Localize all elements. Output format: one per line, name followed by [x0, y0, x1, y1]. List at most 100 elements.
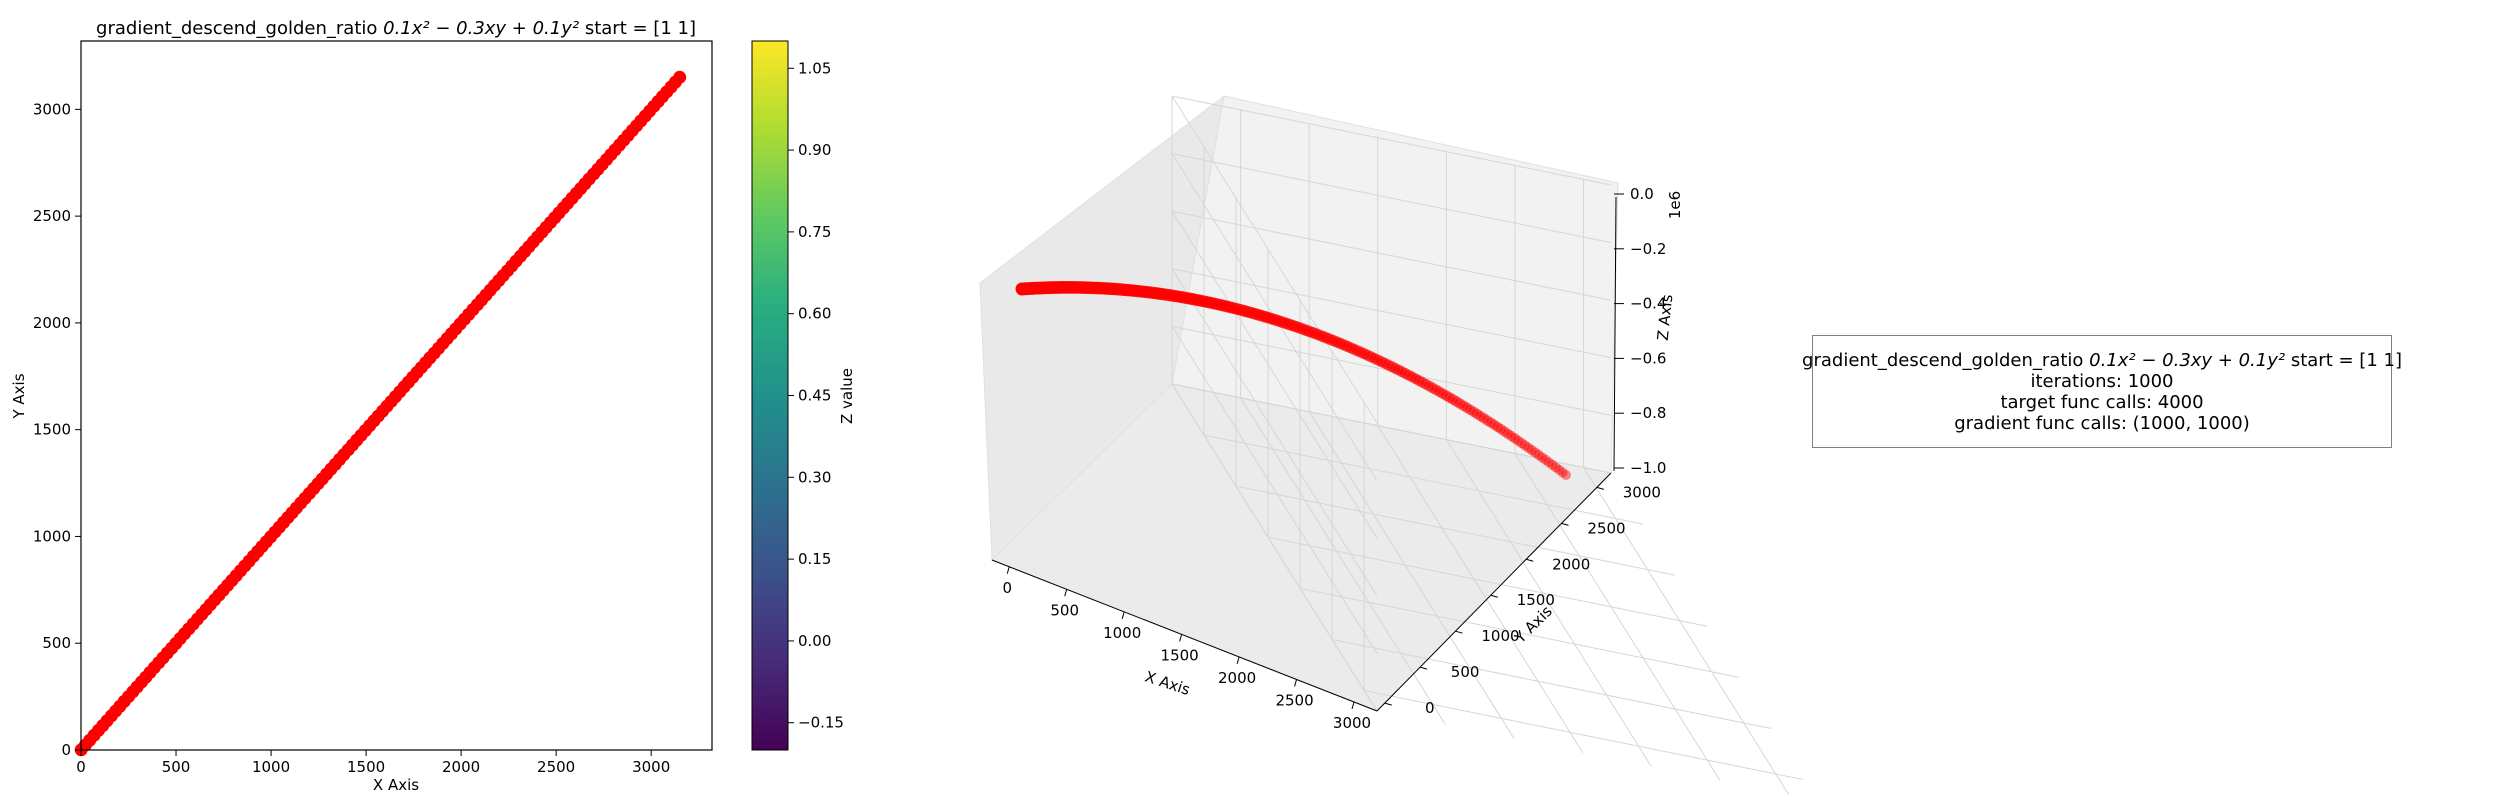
grid-line: [1364, 690, 1804, 781]
colorbar-ticks: −0.15 0.00 0.15 0.30 0.45 0.60 0.75 0.90 1.05: [788, 59, 844, 732]
x-tick-label: 2500: [1275, 691, 1313, 709]
chart-2d-y-label: Y Axis: [10, 373, 28, 419]
y-tick-label: 2000: [33, 314, 71, 332]
data-point-3d: [1516, 437, 1527, 449]
colorbar-label: Z value: [838, 368, 856, 424]
x-tick-mark: [1294, 679, 1298, 687]
grid-line: [1171, 210, 1378, 539]
grid-line: [1445, 439, 1652, 767]
grid-line: [1171, 153, 1612, 244]
y-axis-line: [1376, 472, 1612, 712]
data-point-3d: [1540, 454, 1551, 465]
grid-line: [1235, 485, 1676, 576]
y-tick-mark: [1561, 522, 1569, 526]
grid-line: [1583, 467, 1789, 795]
x-tick-mark: [1121, 611, 1125, 619]
grid-line: [1171, 383, 1378, 712]
y-tick-label: 1500: [33, 421, 71, 439]
x-tick-label: 1000: [1103, 624, 1141, 642]
x-tick-label: 1000: [252, 758, 290, 776]
grid-line: [1171, 95, 1378, 424]
colorbar-tick-label: 0.45: [798, 387, 831, 405]
data-point-3d: [1561, 470, 1571, 480]
info-box: gradient_descend_golden_ratio 0.1x² − 0.…: [1802, 335, 2402, 448]
chart-3d-x-ticks: 0 500 1000 1500 2000 2500 3000: [991, 559, 1378, 732]
x-tick-label: 2000: [1218, 669, 1256, 687]
y-tick-label: 500: [1451, 663, 1480, 681]
data-point: [673, 70, 687, 84]
grid-line: [1171, 268, 1378, 597]
x-tick-label: 3000: [632, 758, 670, 776]
chart-3d-grid: [1171, 95, 1804, 795]
grid-line: [1267, 536, 1708, 627]
chart-3d-x-label: X Axis: [1143, 668, 1193, 699]
info-title-start: start = [1 1]: [2290, 349, 2402, 371]
chart-2d-title-formula: 0.1x² − 0.3xy + 0.1y²: [383, 18, 579, 39]
data-point-3d: [1554, 464, 1565, 475]
data-point-3d: [1512, 435, 1524, 446]
y-tick-label: 0: [1425, 699, 1435, 717]
chart-2d-x-ticks: 0 500 1000 1500 2000 2500 3000: [76, 750, 670, 776]
x-tick-mark: [1236, 656, 1240, 665]
chart-2d-title: gradient_descend_golden_ratio 0.1x² − 0.…: [96, 18, 696, 39]
info-gradient-calls: gradient func calls: (1000, 1000): [1954, 412, 2250, 434]
x-axis-line: [991, 559, 1378, 712]
x-tick-mark: [1064, 589, 1068, 597]
chart-3d-points: [1015, 281, 1571, 480]
data-point-3d: [1509, 433, 1520, 444]
data-point-3d: [1536, 452, 1548, 463]
info-title-name: gradient_descend_golden_ratio: [1802, 349, 2084, 371]
y-tick-mark: [1455, 630, 1463, 634]
y-tick-label: 3000: [1623, 483, 1661, 501]
z-tick-label: −0.2: [1630, 240, 1666, 258]
info-target-calls: target func calls: 4000: [2000, 391, 2204, 413]
y-tick-mark: [1596, 486, 1604, 490]
x-tick-label: 500: [162, 758, 191, 776]
colorbar-tick-label: 0.15: [798, 550, 831, 568]
y-tick-label: 0: [61, 741, 71, 759]
y-tick-mark: [1384, 702, 1392, 706]
y-tick-label: 1500: [1517, 591, 1555, 609]
colorbar-tick-label: 1.05: [798, 59, 831, 77]
colorbar-tick-label: 0.75: [798, 223, 831, 241]
chart-3d-z-scale: 1e6: [1666, 191, 1684, 219]
y-tick-label: 500: [42, 634, 71, 652]
chart-2d-title-name: gradient_descend_golden_ratio: [96, 18, 377, 39]
chart-2d-x-label: X Axis: [373, 776, 419, 794]
grid-line: [1171, 326, 1378, 654]
x-tick-label: 0: [76, 758, 86, 776]
data-point-3d: [1533, 449, 1544, 461]
x-tick-label: 1500: [347, 758, 385, 776]
grid-line: [1171, 268, 1612, 359]
grid-line: [1171, 210, 1612, 301]
x-tick-label: 500: [1050, 601, 1079, 619]
data-point-3d: [1519, 440, 1531, 451]
z-tick-label: −0.8: [1630, 404, 1666, 422]
y-tick-label: 2000: [1552, 555, 1590, 573]
chart-2d: gradient_descend_golden_ratio 0.1x² − 0.…: [10, 18, 713, 794]
data-point-3d: [1543, 457, 1554, 468]
z-tick-label: 0.0: [1630, 185, 1654, 203]
grid-line: [1377, 425, 1584, 753]
z-tick-label: −1.0: [1630, 459, 1666, 477]
z-axis-line: [1613, 196, 1617, 472]
info-title-formula: 0.1x² − 0.3xy + 0.1y²: [2089, 349, 2286, 371]
data-point-3d: [1526, 445, 1537, 456]
x-tick-label: 1500: [1161, 646, 1199, 664]
y-tick-label: 1000: [33, 527, 71, 545]
grid-line: [1171, 383, 1612, 474]
colorbar-tick-label: 0.30: [798, 468, 831, 486]
y-tick-label: 1000: [1481, 627, 1519, 645]
colorbar: −0.15 0.00 0.15 0.30 0.45 0.60 0.75 0.90 1.05 Z …: [751, 40, 856, 751]
x-tick-label: 2500: [537, 758, 575, 776]
grid-line: [1171, 95, 1612, 186]
grid-line: [1514, 453, 1721, 781]
colorbar-tick-label: 0.00: [798, 632, 831, 650]
chart-3d-z-ticks: −1.0 −0.8 −0.6 −0.4 −0.2 0.0: [1613, 185, 1666, 477]
info-title: gradient_descend_golden_ratio 0.1x² − 0.…: [1802, 350, 2402, 371]
grid-line: [1332, 638, 1772, 729]
colorbar-tick-label: −0.15: [798, 714, 844, 732]
y-tick-mark: [1526, 558, 1534, 562]
